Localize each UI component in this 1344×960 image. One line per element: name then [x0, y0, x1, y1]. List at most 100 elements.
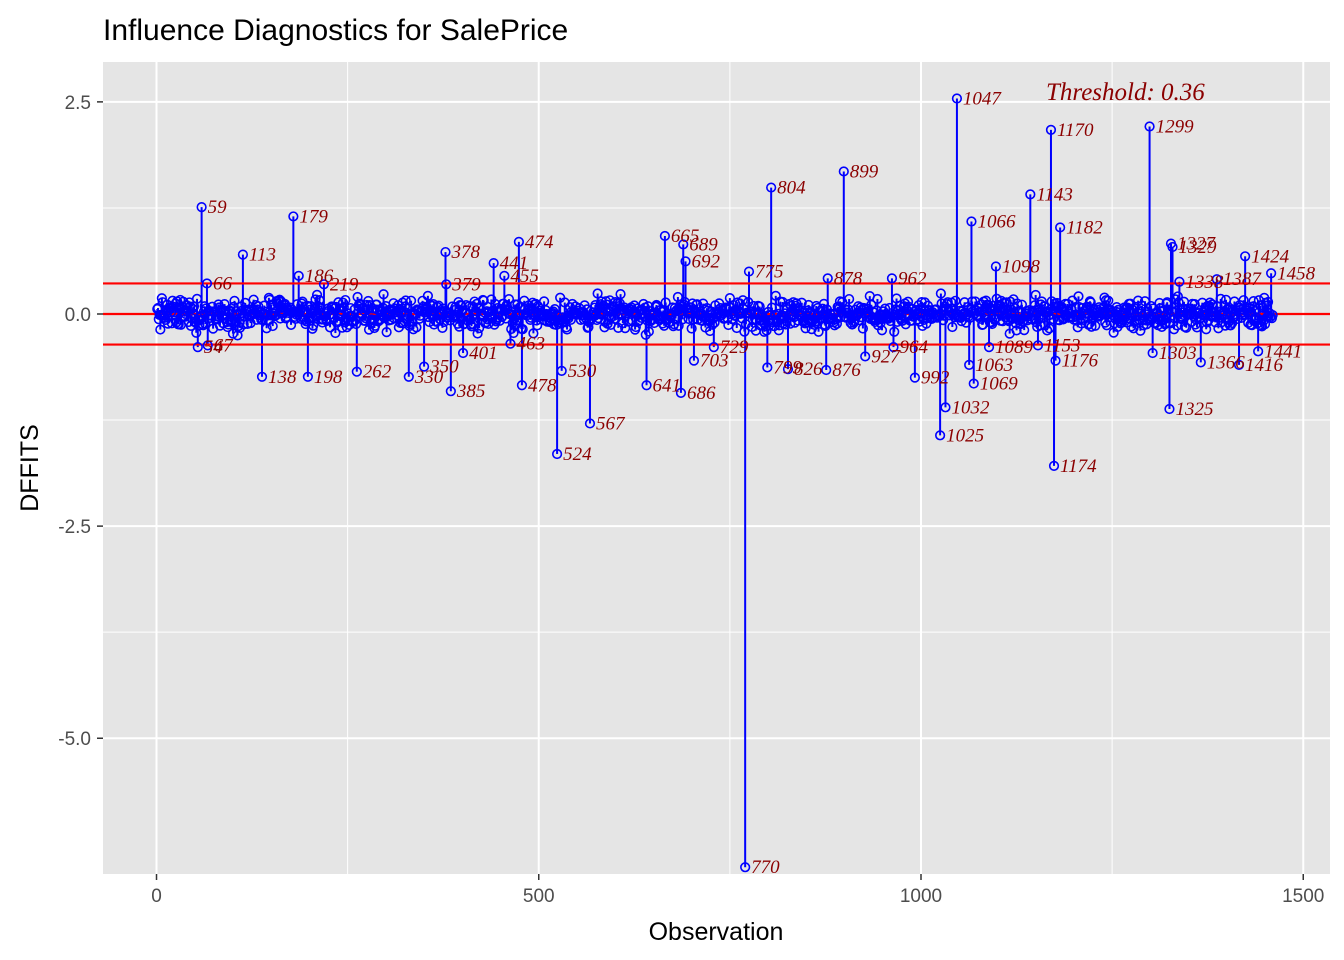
data-point [441, 279, 452, 290]
chart-title: Influence Diagnostics for SalePrice [103, 14, 568, 47]
data-point [1266, 268, 1277, 279]
data-point [889, 326, 900, 337]
observation-label: 54 [204, 337, 224, 358]
observation-label: 138 [268, 367, 297, 388]
data-point [888, 341, 899, 353]
data-point [381, 327, 392, 338]
data-point [505, 338, 516, 349]
data-point [592, 288, 603, 299]
observation-label: 799 [773, 357, 802, 378]
data-point [968, 378, 979, 389]
data-point [1044, 323, 1055, 334]
data-point [340, 294, 351, 306]
data-point [708, 341, 719, 353]
data-point [1178, 309, 1189, 321]
observation-label: 1327 [1177, 234, 1217, 255]
data-point [1036, 296, 1047, 307]
data-point [1042, 325, 1053, 336]
observation-label: 262 [363, 362, 392, 383]
data-point [792, 315, 804, 326]
threshold-label: Threshold: 0.36 [1046, 79, 1205, 106]
observation-label: 1098 [1002, 256, 1041, 277]
data-point [229, 295, 240, 306]
data-point [237, 249, 249, 260]
data-point [782, 364, 794, 375]
data-point [561, 324, 573, 335]
data-point [829, 320, 840, 331]
observation-label: 1025 [946, 425, 984, 446]
data-point [1019, 324, 1030, 336]
data-point [748, 300, 759, 312]
observation-label: 524 [563, 444, 592, 465]
data-point [660, 297, 671, 308]
data-point [1267, 309, 1278, 321]
observation-label: 927 [871, 346, 901, 367]
data-point [1032, 340, 1044, 351]
data-point [532, 320, 543, 331]
data-point [1048, 313, 1059, 325]
plot-panel [103, 62, 1330, 874]
data-point [288, 211, 299, 222]
observation-label: 378 [450, 242, 480, 263]
data-point [1055, 222, 1066, 233]
data-point [182, 302, 193, 314]
data-point [227, 328, 239, 339]
observation-label: 775 [755, 262, 784, 283]
data-point [707, 319, 718, 330]
data-point [440, 246, 451, 258]
data-points [152, 93, 1278, 873]
observation-label: 641 [653, 375, 682, 396]
observation-label: 330 [414, 367, 444, 388]
data-point [1191, 322, 1203, 333]
observation-label: 1063 [975, 355, 1013, 376]
data-point [472, 328, 483, 339]
observation-label: 379 [451, 274, 481, 295]
data-point [677, 314, 688, 325]
data-point [445, 386, 456, 397]
data-point [740, 319, 752, 330]
data-point [1173, 297, 1184, 308]
observation-label: 66 [213, 273, 233, 294]
data-point [675, 387, 687, 399]
observation-label: 1441 [1264, 341, 1302, 362]
data-point [1253, 346, 1264, 357]
data-point [403, 371, 414, 382]
data-point [302, 371, 313, 382]
observation-label: 1325 [1175, 399, 1213, 420]
data-point [200, 318, 211, 330]
data-point [796, 297, 807, 308]
data-point [688, 355, 700, 366]
observation-label: 350 [429, 357, 459, 378]
observation-label: 665 [671, 226, 700, 247]
data-point [305, 300, 317, 312]
data-point [643, 326, 654, 337]
data-point [761, 325, 772, 336]
data-point [680, 256, 691, 267]
observation-label: 964 [899, 337, 928, 358]
data-point [511, 315, 522, 326]
data-point [330, 327, 341, 339]
data-point [876, 325, 888, 336]
data-point [704, 325, 716, 337]
data-point [552, 448, 563, 460]
data-point [1090, 320, 1101, 331]
data-point [1164, 403, 1175, 415]
x-tick-label: 500 [523, 886, 555, 907]
data-point [318, 279, 330, 290]
observation-label: 1458 [1277, 263, 1316, 284]
observation-label: 1176 [1062, 351, 1099, 372]
data-point [1213, 323, 1224, 334]
observation-label: 463 [516, 334, 545, 355]
data-point [1220, 320, 1231, 331]
data-point [556, 365, 567, 376]
data-point [256, 371, 268, 382]
data-point [1025, 189, 1036, 200]
observation-label: 826 [794, 359, 823, 380]
observation-label: 179 [299, 206, 328, 227]
data-point [1233, 359, 1245, 371]
data-point [1070, 301, 1081, 313]
data-point [1030, 289, 1041, 301]
y-tick-label: 2.5 [65, 93, 91, 114]
data-point [474, 322, 485, 334]
